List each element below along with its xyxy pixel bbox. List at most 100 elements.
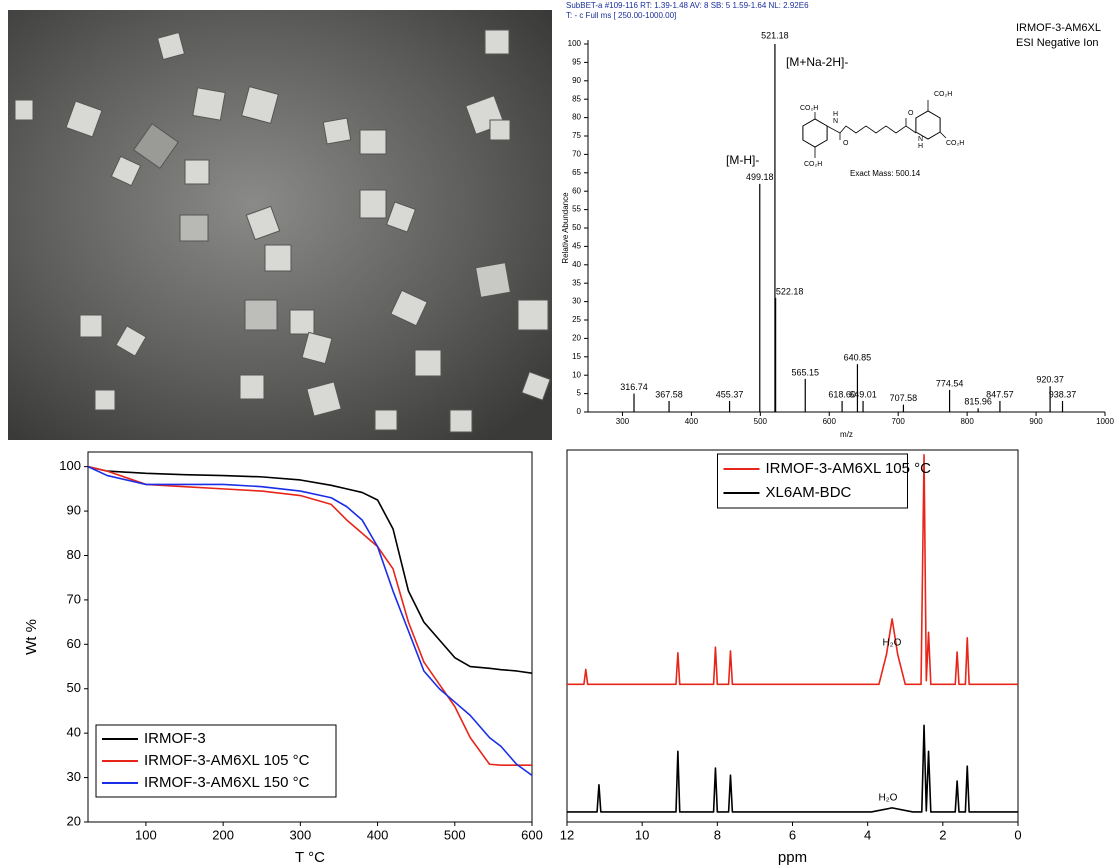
y-axis-label: Relative Abundance [561, 192, 570, 264]
peak-label: 565.15 [791, 367, 819, 377]
series-line [87, 465, 533, 674]
x-tick-label: 4 [864, 827, 871, 842]
y-tick-label: 85 [572, 94, 581, 103]
x-tick-label: 300 [616, 417, 630, 426]
y-tick-label: 90 [572, 76, 581, 85]
peak-label: 455.37 [716, 389, 744, 399]
peak-label: 316.74 [620, 382, 648, 392]
y-tick-label: 15 [572, 352, 581, 361]
annotation: H₂O [879, 793, 898, 804]
x-tick-label: 900 [1029, 417, 1043, 426]
legend-label: IRMOF-3-AM6XL 105 °C [766, 460, 932, 477]
y-tick-label: 100 [59, 458, 81, 473]
peak-label: 367.58 [655, 389, 683, 399]
y-tick-label: 5 [577, 389, 582, 398]
y-tick-label: 90 [67, 503, 81, 518]
structure-label: O [843, 140, 849, 147]
y-tick-label: 55 [572, 205, 581, 214]
legend-box [717, 453, 908, 509]
x-tick-label: 600 [823, 417, 837, 426]
structure-label: H [833, 111, 838, 118]
legend-label: IRMOF-3 [144, 730, 206, 747]
peak-label: 920.37 [1036, 375, 1064, 385]
structure-label: CO₂H [934, 91, 952, 98]
x-tick-label: 300 [289, 827, 311, 842]
peak-label: 938.37 [1049, 389, 1077, 399]
series-line [567, 454, 1018, 686]
x-tick-label: 400 [367, 827, 389, 842]
annotation: H₂O [883, 638, 902, 649]
peak-label: 847.57 [986, 389, 1014, 399]
y-tick-label: 40 [572, 260, 581, 269]
structure-chain [814, 100, 947, 158]
peak-label: 521.18 [761, 30, 789, 40]
structure-label: H [918, 143, 923, 150]
x-tick-label: 8 [714, 827, 721, 842]
x-tick-label: 10 [635, 827, 649, 842]
peak-label: 499.18 [746, 172, 774, 182]
annotation: Exact Mass: 500.14 [850, 169, 921, 178]
y-tick-label: 30 [572, 297, 581, 306]
photo-background [8, 10, 552, 440]
peak-label: 815.96 [964, 397, 992, 407]
legend-label: IRMOF-3-AM6XL 105 °C [144, 752, 310, 769]
x-axis-label: T °C [295, 849, 325, 866]
y-tick-label: 60 [67, 636, 81, 651]
y-tick-label: 40 [67, 725, 81, 740]
legend-label: IRMOF-3-AM6XL 150 °C [144, 774, 310, 791]
peak-label: 774.54 [936, 378, 964, 388]
y-tick-label: 95 [572, 58, 581, 67]
y-tick-label: 65 [572, 168, 581, 177]
peak-label: 618.60 [828, 389, 856, 399]
y-axis-label: Wt % [23, 619, 40, 655]
annotation: [M+Na-2H]- [786, 55, 848, 69]
x-tick-label: 800 [960, 417, 974, 426]
structure-label: N [918, 136, 923, 143]
x-tick-label: 0 [1014, 827, 1021, 842]
x-tick-label: 2 [939, 827, 946, 842]
y-tick-label: 10 [572, 370, 581, 379]
y-tick-label: 25 [572, 315, 581, 324]
y-tick-label: 20 [67, 813, 81, 828]
structure-ring [802, 118, 828, 148]
x-tick-label: 500 [754, 417, 768, 426]
x-tick-label: 600 [521, 827, 543, 842]
y-tick-label: 30 [67, 769, 81, 784]
x-tick-label: 1000 [1096, 417, 1114, 426]
plot-frame [87, 451, 533, 823]
x-tick-label: 200 [212, 827, 234, 842]
annotation: [M-H]- [726, 153, 759, 167]
peak-label: 649.01 [849, 389, 877, 399]
y-tick-label: 80 [67, 547, 81, 562]
crystal-photo [8, 10, 552, 440]
structure-label: O [908, 110, 914, 117]
structure-ring [915, 110, 941, 140]
structure-label: CO₂H [946, 140, 964, 147]
y-tick-label: 70 [572, 150, 581, 159]
annotation: ESI Negative Ion [1016, 37, 1099, 49]
peak-label: 522.18 [776, 286, 804, 296]
x-tick-label: 12 [560, 827, 574, 842]
y-tick-label: 20 [572, 334, 581, 343]
y-tick-label: 50 [572, 223, 581, 232]
crystals [14, 29, 551, 433]
peak-label: 707.58 [890, 393, 918, 403]
x-tick-label: 700 [892, 417, 906, 426]
legend-label: XL6AM-BDC [766, 484, 852, 501]
structure-label: N [833, 118, 838, 125]
x-tick-label: 500 [444, 827, 466, 842]
spectrum-header: T: - c Full ms [ 250.00-1000.00] [566, 11, 676, 20]
y-tick-label: 70 [67, 591, 81, 606]
y-tick-label: 80 [572, 113, 581, 122]
x-tick-label: 100 [135, 827, 157, 842]
y-tick-label: 50 [67, 680, 81, 695]
y-tick-label: 45 [572, 242, 581, 251]
series-line [567, 724, 1018, 813]
annotation: IRMOF-3-AM6XL [1016, 22, 1101, 34]
x-axis-label: ppm [778, 849, 807, 866]
structure-label: CO₂H [804, 161, 822, 168]
spectrum-header: SubBET-a #109-116 RT: 1.39-1.48 AV: 8 SB… [566, 1, 809, 10]
y-tick-label: 60 [572, 186, 581, 195]
series-line [87, 465, 533, 777]
